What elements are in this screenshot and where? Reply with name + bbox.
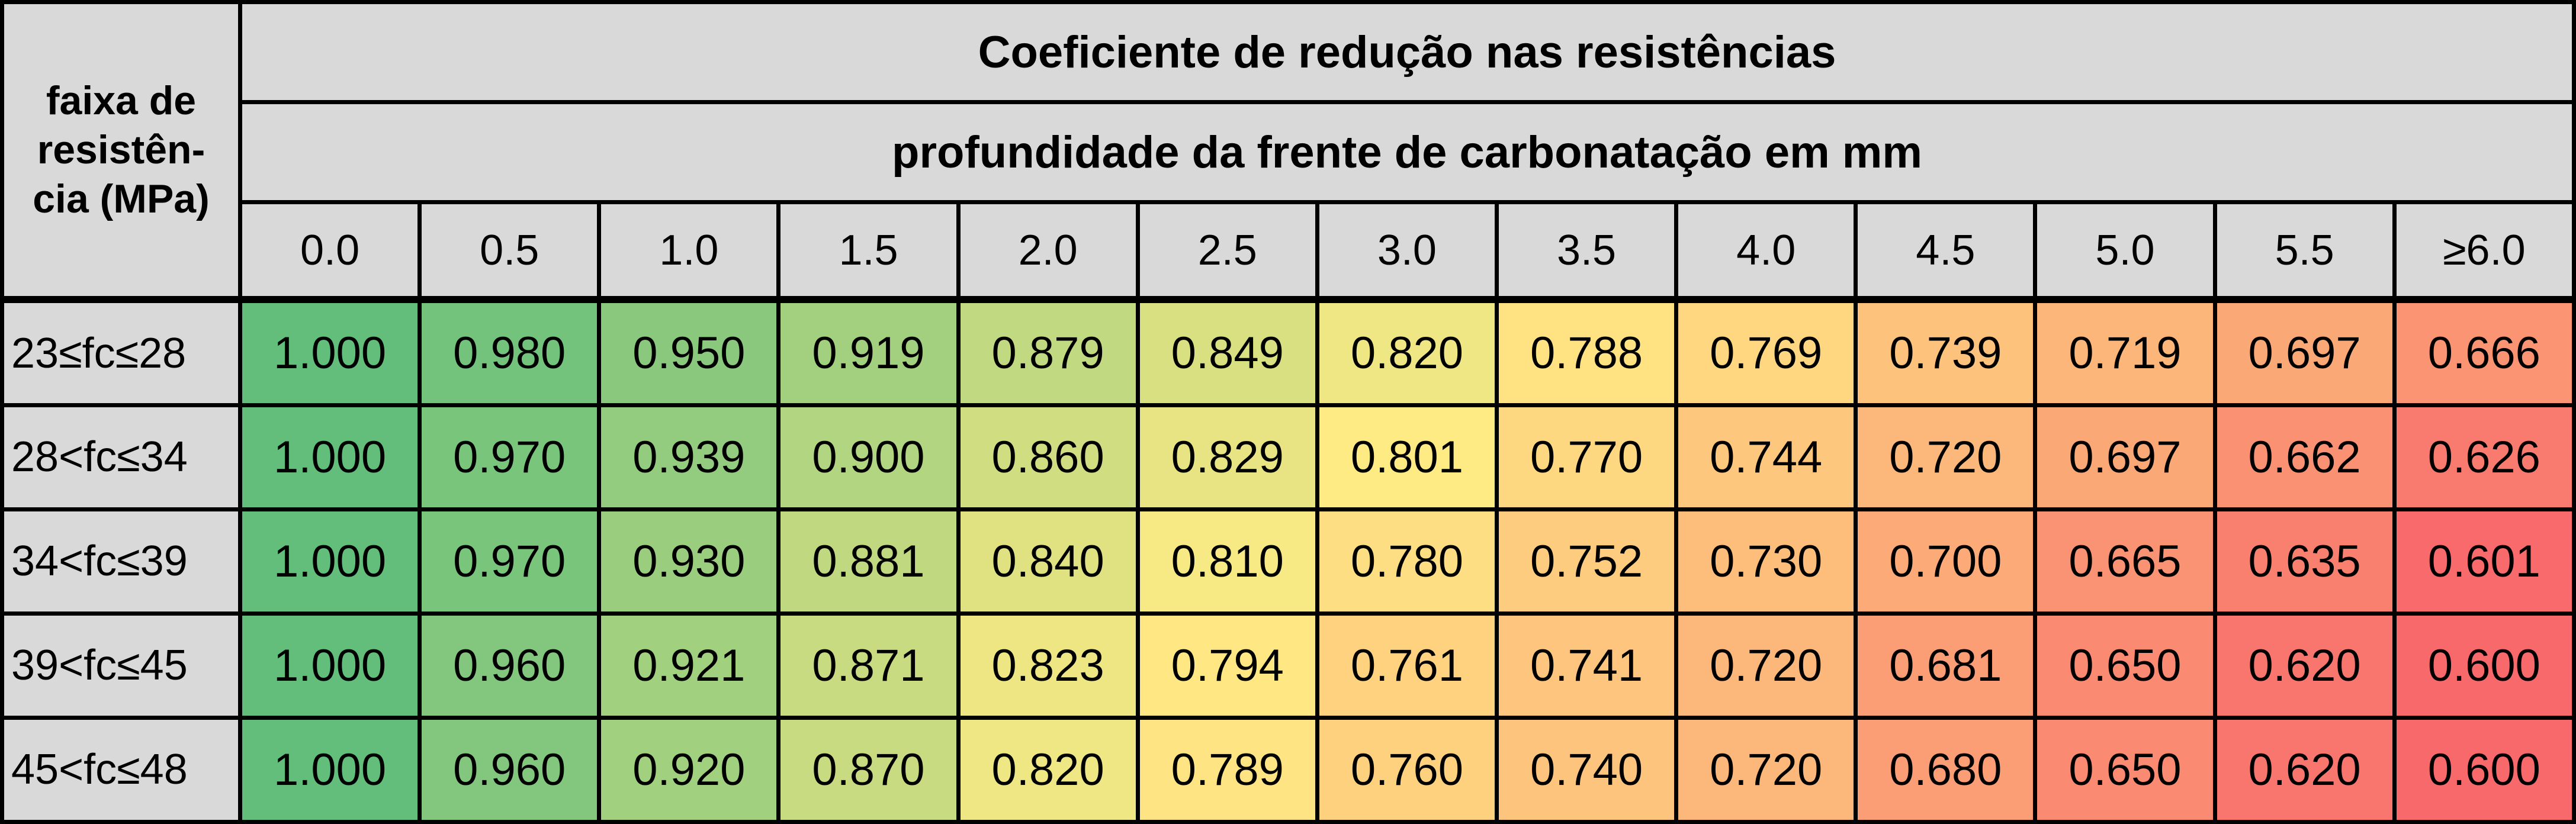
table-row: 34<fc≤39 1.000 0.970 0.930 0.881 0.840 0.810 0.… (0, 507, 2576, 616)
coefficient-cell: 0.881 (776, 507, 961, 616)
coefficient-cell: 0.744 (1674, 403, 1858, 511)
coefficient-cell: 1.000 (237, 403, 422, 511)
coefficient-cell: 0.665 (2033, 507, 2217, 616)
coefficient-cell: 0.900 (776, 403, 961, 511)
coefficient-cell: 0.980 (417, 296, 602, 407)
depth-header-7: 3.5 (1494, 200, 1679, 302)
coefficient-cell: 0.921 (597, 611, 781, 720)
depth-header-4: 2.0 (956, 200, 1140, 302)
coefficient-cell: 1.000 (237, 296, 422, 407)
table-title: Coeficiente de redução nas resistências (238, 0, 2576, 104)
coefficient-cell: 0.720 (1854, 403, 2038, 511)
coefficient-cell: 0.930 (597, 507, 781, 616)
coefficient-cell: 0.620 (2212, 715, 2397, 824)
coefficient-cell: 0.939 (597, 403, 781, 511)
coefficient-cell: 0.950 (597, 296, 781, 407)
table-row: 23≤fc≤28 1.000 0.980 0.950 0.919 0.879 0.849 0.… (0, 296, 2576, 407)
coefficient-cell: 1.000 (237, 507, 422, 616)
depth-header-2: 1.0 (597, 200, 781, 302)
strength-range-label: 45<fc≤48 (0, 715, 242, 824)
coefficient-cell: 0.697 (2033, 403, 2217, 511)
coefficient-cell: 0.919 (776, 296, 961, 407)
coefficient-cell: 0.666 (2392, 296, 2576, 407)
coefficient-cell: 0.681 (1854, 611, 2038, 720)
coefficient-cell: 0.879 (956, 296, 1140, 407)
depth-header-6: 3.0 (1315, 200, 1499, 302)
depth-header-row: 0.0 0.5 1.0 1.5 2.0 2.5 3.0 3.5 4.0 4.5 5.0 5.5 ≥6.0 (2, 200, 2576, 302)
coefficient-cell: 0.626 (2392, 403, 2576, 511)
coefficient-cell: 0.650 (2033, 611, 2217, 720)
coefficient-cell: 0.635 (2212, 507, 2397, 616)
table-row: 45<fc≤48 1.000 0.960 0.920 0.870 0.820 0.789 0.… (0, 715, 2576, 824)
coefficient-cell: 0.730 (1674, 507, 1858, 616)
depth-header-8: 4.0 (1674, 200, 1858, 302)
depth-header-5: 2.5 (1135, 200, 1319, 302)
coefficient-cell: 0.680 (1854, 715, 2038, 824)
coefficient-cell: 0.794 (1135, 611, 1319, 720)
coefficient-cell: 0.789 (1135, 715, 1319, 824)
coefficient-cell: 0.960 (417, 611, 602, 720)
depth-header-3: 1.5 (776, 200, 961, 302)
depth-header-9: 4.5 (1854, 200, 2038, 302)
coefficient-cell: 0.720 (1674, 715, 1858, 824)
coefficient-cell: 0.700 (1854, 507, 2038, 616)
depth-header-11: 5.5 (2212, 200, 2397, 302)
coefficient-cell: 0.920 (597, 715, 781, 824)
coefficient-cell: 0.620 (2212, 611, 2397, 720)
table-row: 28<fc≤34 1.000 0.970 0.939 0.900 0.860 0.829 0.… (0, 403, 2576, 511)
coefficient-cell: 0.761 (1315, 611, 1499, 720)
depth-header-12: ≥6.0 (2392, 200, 2576, 302)
depth-header-10: 5.0 (2033, 200, 2217, 302)
coefficient-cell: 0.760 (1315, 715, 1499, 824)
coefficient-cell: 0.600 (2392, 715, 2576, 824)
coefficient-cell: 0.739 (1854, 296, 2038, 407)
coefficient-cell: 0.849 (1135, 296, 1319, 407)
coefficient-cell: 0.719 (2033, 296, 2217, 407)
coefficient-cell: 0.829 (1135, 403, 1319, 511)
coefficient-cell: 0.740 (1494, 715, 1679, 824)
coefficient-cell: 0.810 (1135, 507, 1319, 616)
table-subtitle: profundidade da frente de carbonatação e… (238, 100, 2576, 204)
coefficient-cell: 0.769 (1674, 296, 1858, 407)
coefficient-cell: 0.801 (1315, 403, 1499, 511)
coefficient-cell: 0.662 (2212, 403, 2397, 511)
coefficient-cell: 0.741 (1494, 611, 1679, 720)
coefficient-cell: 0.601 (2392, 507, 2576, 616)
coefficient-cell: 0.720 (1674, 611, 1858, 720)
strength-range-label: 39<fc≤45 (0, 611, 242, 720)
coefficient-cell: 0.788 (1494, 296, 1679, 407)
depth-header-0: 0.0 (237, 200, 422, 302)
coefficient-cell: 0.823 (956, 611, 1140, 720)
coefficient-cell: 0.870 (776, 715, 961, 824)
table-row: 39<fc≤45 1.000 0.960 0.921 0.871 0.823 0.794 0.… (0, 611, 2576, 720)
coefficient-cell: 0.970 (417, 507, 602, 616)
coefficient-cell: 0.770 (1494, 403, 1679, 511)
coefficient-cell: 0.840 (956, 507, 1140, 616)
corner-label-line-1: faixa de (46, 78, 197, 124)
coefficient-cell: 0.860 (956, 403, 1140, 511)
coefficient-cell: 0.871 (776, 611, 961, 720)
coefficient-cell: 0.697 (2212, 296, 2397, 407)
coefficient-cell: 0.780 (1315, 507, 1499, 616)
strength-range-header: faixa de resistên- cia (MPa) (0, 0, 242, 302)
coefficient-cell: 0.650 (2033, 715, 2217, 824)
coefficient-cell: 0.820 (1315, 296, 1499, 407)
coefficient-cell: 0.600 (2392, 611, 2576, 720)
coefficient-cell: 0.970 (417, 403, 602, 511)
coefficient-cell: 1.000 (237, 611, 422, 720)
strength-range-label: 34<fc≤39 (0, 507, 242, 616)
depth-header-1: 0.5 (417, 200, 602, 302)
strength-range-label: 28<fc≤34 (0, 403, 242, 511)
corner-label-line-2: resistên- (37, 127, 205, 173)
strength-range-label: 23≤fc≤28 (0, 296, 242, 407)
coefficient-cell: 0.960 (417, 715, 602, 824)
corner-label-line-3: cia (MPa) (33, 176, 210, 221)
coefficient-cell: 0.820 (956, 715, 1140, 824)
coefficient-cell: 1.000 (237, 715, 422, 824)
coefficient-cell: 0.752 (1494, 507, 1679, 616)
